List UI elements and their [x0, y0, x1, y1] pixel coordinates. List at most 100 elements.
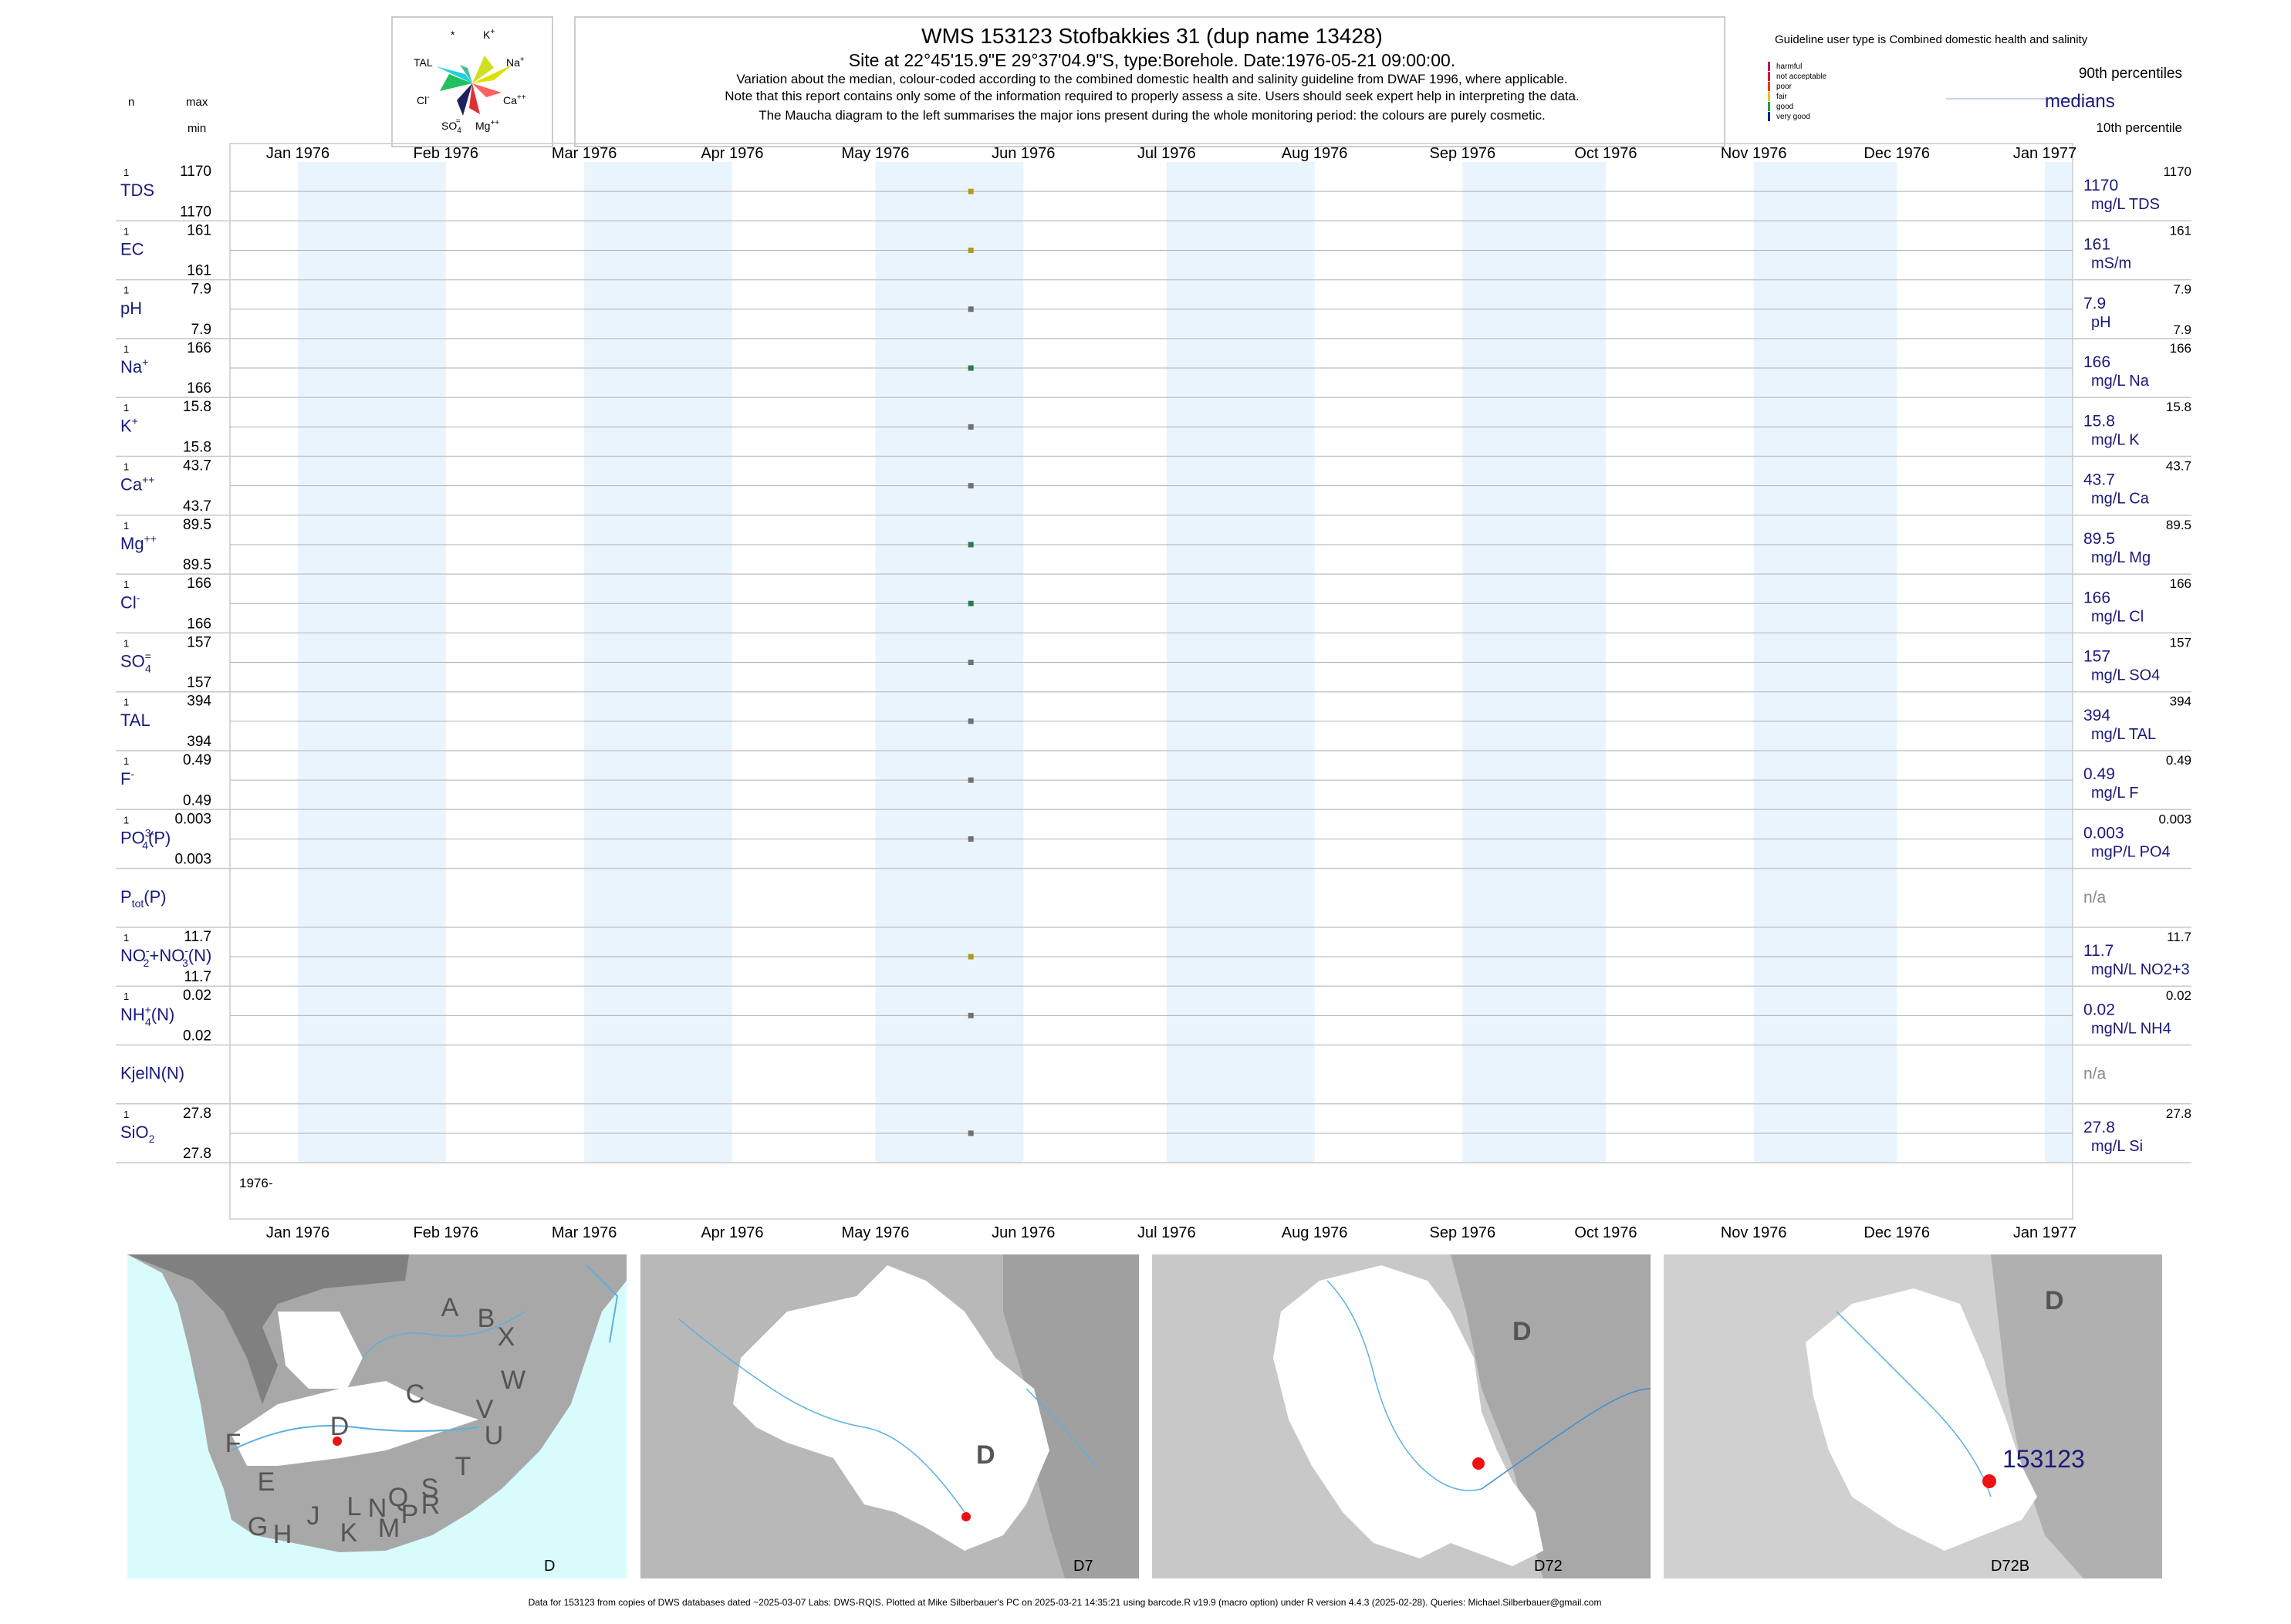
map2-big-letter: D: [976, 1440, 995, 1470]
maucha-sector-cl: [440, 74, 472, 91]
map2-site-marker: [961, 1512, 971, 1521]
plot-frame: [229, 143, 2073, 1220]
parameter-chart: TDS 1 1170 1170 1170 mg/L TDS 1170 EC 1 161 161 161…: [116, 143, 2191, 1241]
map3-caption: D72: [1534, 1558, 1563, 1575]
median-value: 11.7: [2083, 942, 2114, 960]
unit-label: mg/L Cl: [2091, 608, 2144, 625]
x-tick-top: Dec 1976: [1864, 145, 1930, 162]
region-letter: P: [401, 1500, 419, 1529]
x-tick-bottom: Nov 1976: [1721, 1224, 1787, 1241]
map3-site-marker: [1472, 1457, 1485, 1470]
report-footer: Data for 153123 from copies of DWS datab…: [529, 1597, 1602, 1608]
row-max: 0.02: [183, 988, 211, 1004]
map4-site-label: 153123: [2002, 1445, 2085, 1473]
data-point: [968, 1012, 974, 1018]
median-value: 0.02: [2083, 1001, 2115, 1018]
parameter-name: PO3-4(P): [120, 826, 171, 851]
x-tick-bottom: Jan 1977: [2013, 1224, 2076, 1241]
unit-label: mg/L Si: [2091, 1138, 2143, 1155]
sample-count: 1: [123, 225, 129, 237]
unit-label: mg/L TAL: [2091, 726, 2156, 743]
min-header: min: [188, 122, 206, 135]
x-tick-bottom: Jan 1976: [266, 1224, 329, 1241]
x-tick-top: Nov 1976: [1721, 145, 1787, 162]
unit-label: mg/L Na: [2091, 373, 2150, 390]
n-header: n: [128, 96, 134, 109]
sample-count: 1: [123, 343, 129, 355]
sample-count: 1: [123, 285, 129, 296]
year-label: 1976-: [239, 1176, 272, 1190]
parameter-row: Cl-1 166 166 166 mg/L Cl 166: [116, 576, 2191, 634]
legend-categories: harmful not acceptable poor fair good very go…: [1768, 62, 1826, 121]
sample-count: 1: [123, 932, 129, 944]
row-min: 166: [187, 380, 211, 397]
unit-label: mg/L Mg: [2091, 549, 2151, 566]
x-tick-bottom: Mar 1976: [552, 1224, 617, 1241]
row-min: 0.003: [174, 852, 211, 868]
sample-count: 1: [123, 1109, 129, 1120]
maucha-label-so4: SO4=: [441, 117, 461, 135]
unit-label: mg/L TDS: [2091, 196, 2160, 213]
region-letter: B: [478, 1304, 495, 1333]
region-letter: T: [455, 1452, 471, 1481]
unit-label: mgN/L NO2+3: [2091, 961, 2190, 978]
x-tick-top: Jun 1976: [992, 145, 1055, 162]
median-value: 0.49: [2083, 765, 2115, 783]
unit-label: pH: [2091, 314, 2111, 331]
region-letter: G: [248, 1512, 268, 1541]
region-letter: D: [330, 1412, 350, 1441]
parameter-name: SO= 4: [120, 650, 151, 675]
x-tick-top: Sep 1976: [1430, 145, 1496, 162]
parameter-row: Ca++1 43.7 43.7 43.7 mg/L Ca 43.7: [116, 458, 2191, 516]
row-max: 0.49: [183, 752, 211, 768]
legend-median: medians: [2045, 91, 2115, 112]
row-max: 394: [187, 694, 211, 710]
median-value: 166: [2083, 353, 2110, 371]
median-value: 157: [2083, 648, 2110, 666]
maucha-label-cl: Cl-: [417, 93, 430, 106]
region-letter: W: [501, 1366, 525, 1395]
sample-count: 1: [123, 991, 129, 1002]
legend-category: not acceptable: [1776, 73, 1826, 81]
maucha-sector-na: [472, 65, 512, 83]
data-point: [968, 660, 974, 666]
region-letter: Q: [388, 1483, 408, 1512]
x-tick-top: Apr 1976: [701, 145, 763, 162]
row-min: 15.8: [183, 440, 211, 456]
x-tick-top: May 1976: [842, 145, 910, 162]
map3-big-letter: D: [1512, 1317, 1532, 1346]
sample-count: 1: [123, 402, 129, 414]
x-tick-bottom: May 1976: [842, 1224, 910, 1241]
parameter-name: NO-2+NO-3(N): [120, 944, 211, 969]
row-min: 394: [187, 734, 211, 750]
median-value: 161: [2083, 235, 2110, 253]
report-title: WMS 153123 Stofbakkies 31 (dup name 1342…: [921, 24, 1383, 48]
row-min: 11.7: [184, 969, 211, 985]
x-tick-bottom: Apr 1976: [701, 1224, 763, 1241]
map4-big-letter: D: [2045, 1286, 2064, 1315]
sample-count: 1: [123, 579, 129, 590]
row-min: 0.02: [183, 1028, 211, 1045]
p90-value: 15.8: [2166, 400, 2191, 414]
unit-label: mg/L Ca: [2091, 491, 2150, 508]
p90-value: 1170: [2163, 164, 2191, 179]
legend-title: Guideline user type is Combined domestic…: [1775, 33, 2088, 46]
x-tick-bottom: Feb 1976: [414, 1224, 479, 1241]
parameter-name: TDS: [120, 181, 154, 200]
region-letter: N: [368, 1494, 387, 1523]
data-point: [968, 424, 974, 430]
x-tick-bottom: Jul 1976: [1137, 1224, 1196, 1241]
legend-p10: 10th percentile: [2096, 120, 2182, 135]
p90-value: 166: [2170, 576, 2191, 591]
report-note-3: The Maucha diagram to the left summarise…: [759, 108, 1546, 123]
p90-value: 7.9: [2173, 282, 2191, 297]
x-tick-top: Feb 1976: [414, 145, 479, 162]
region-letter: E: [258, 1467, 275, 1497]
report-note-1: Variation about the median, colour-coded…: [736, 72, 1567, 86]
parameter-name: K+: [120, 414, 138, 435]
legend-swatch: [1768, 62, 1770, 71]
row-max: 7.9: [191, 282, 211, 298]
data-point: [968, 247, 974, 253]
sample-count: 1: [123, 814, 129, 826]
